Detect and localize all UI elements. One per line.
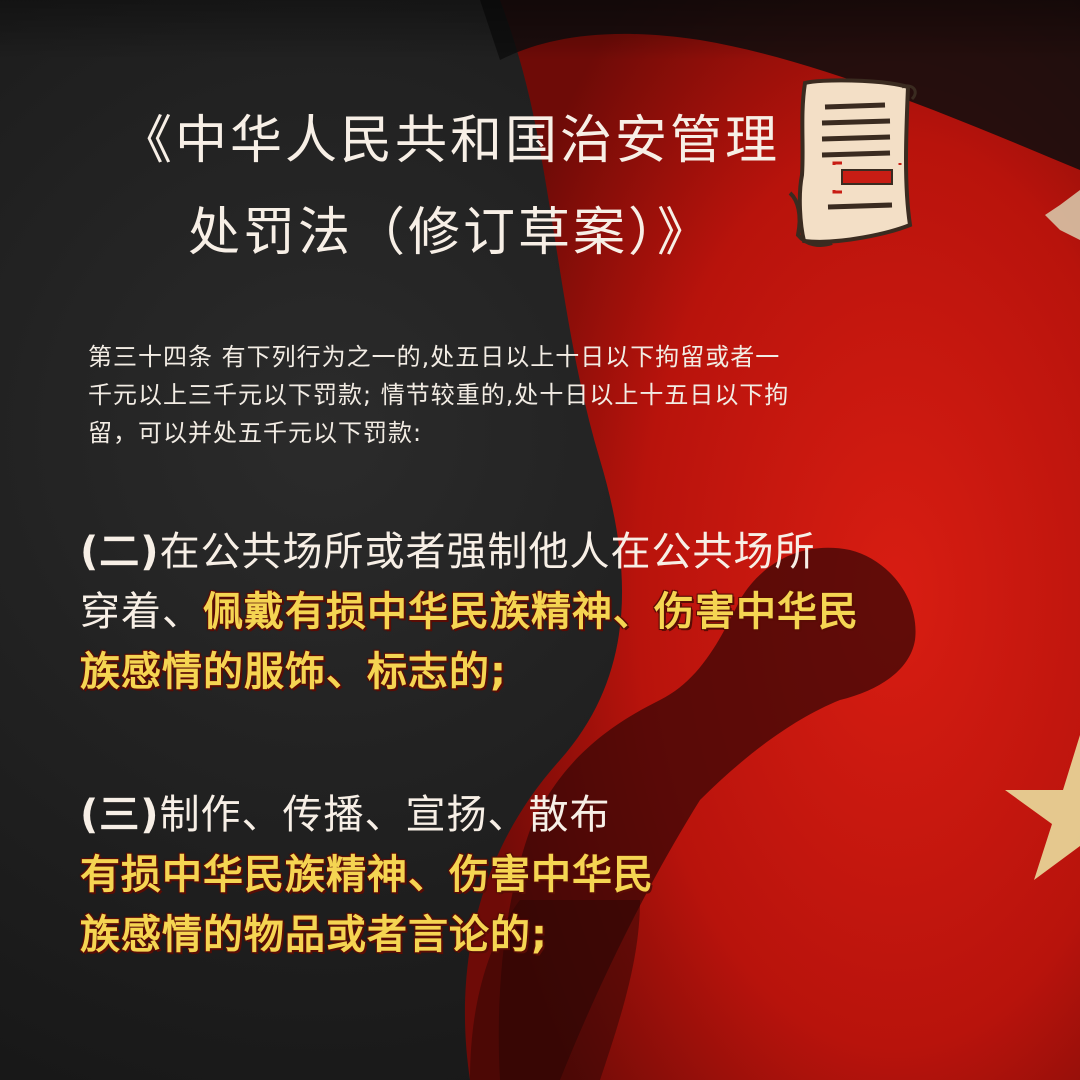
title-line-2: 处罚法（修订草案）》 (187, 203, 712, 263)
page-title: 《中华人民共和国治安管理 处罚法（修订草案）》 (0, 95, 900, 279)
article-text: 第三十四条 有下列行为之一的,处五日以上十日以下拘留或者一 千元以上三千元以下罚… (88, 338, 958, 452)
scroll-document-icon (788, 78, 917, 247)
clause-3-marker: (三) (80, 792, 160, 838)
clause-item-2: (二)在公共场所或者强制他人在公共场所 穿着、佩戴有损中华民族精神、伤害中华民 … (80, 522, 1020, 702)
clause-3-highlight-line-1: 有损中华民族精神、伤害中华民 (80, 852, 654, 898)
shadow-dark-bottom (470, 900, 640, 1080)
clause-2-plain-line-1: 在公共场所或者强制他人在公共场所 (159, 529, 816, 575)
article-line-3: 留，可以并处五千元以下罚款: (88, 419, 423, 447)
clause-2-marker: (二) (80, 529, 160, 575)
article-line-1: 第三十四条 有下列行为之一的,处五日以上十日以下拘留或者一 (88, 343, 781, 371)
title-line-1: 《中华人民共和国治安管理 (119, 111, 780, 171)
clause-3-plain-line-1: 制作、传播、宣扬、散布 (159, 792, 611, 838)
flag-star-small (1045, 190, 1080, 240)
clause-item-3: (三)制作、传播、宣扬、散布 有损中华民族精神、伤害中华民 族感情的物品或者言论… (80, 785, 800, 965)
flag-star-large (1005, 735, 1080, 880)
clause-3-highlight-line-2: 族感情的物品或者言论的; (80, 912, 548, 958)
article-line-2: 千元以上三千元以下罚款; 情节较重的,处十日以上十五日以下拘 (88, 381, 790, 409)
clause-2-highlight-line-2: 族感情的服饰、标志的; (80, 649, 507, 695)
clause-2-highlight-line-1: 佩戴有损中华民族精神、伤害中华民 (203, 589, 859, 635)
clause-2-plain-line-2: 穿着、 (80, 589, 203, 635)
